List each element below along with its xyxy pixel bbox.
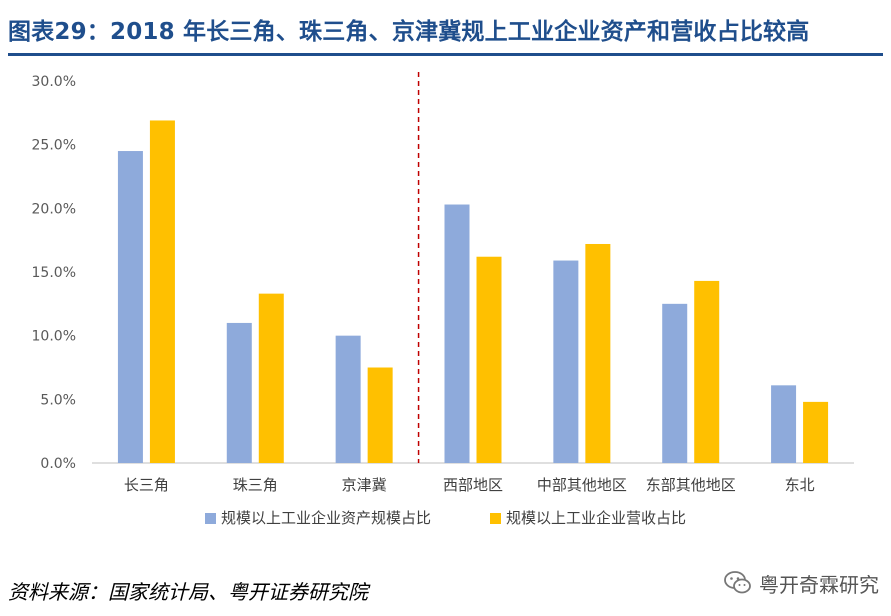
legend-swatch: [490, 513, 501, 524]
bar-revenue: [694, 280, 720, 463]
bar-assets: [553, 260, 579, 463]
bar-assets: [771, 385, 797, 463]
x-tick-label: 东北: [785, 476, 815, 494]
watermark-text: 粤开奇霖研究: [759, 572, 879, 597]
y-tick-label: 25.0%: [32, 138, 76, 154]
bar-revenue: [258, 293, 284, 463]
y-tick-label: 20.0%: [32, 201, 76, 217]
x-tick-label: 京津冀: [342, 476, 387, 494]
x-tick-label: 西部地区: [443, 476, 503, 494]
y-tick-label: 0.0%: [40, 456, 76, 472]
bar-revenue: [476, 256, 502, 463]
bar-assets: [226, 322, 252, 463]
x-tick-label: 东部其他地区: [646, 476, 736, 494]
chart-title: 图表29：2018 年长三角、珠三角、京津冀规上工业企业资产和营收占比较高: [8, 19, 810, 45]
legend-label: 规模以上工业企业营收占比: [506, 509, 686, 527]
bar-revenue: [367, 367, 393, 463]
y-tick-label: 15.0%: [32, 265, 76, 281]
y-tick-label: 30.0%: [32, 74, 76, 90]
x-tick-label: 中部其他地区: [537, 476, 627, 494]
bar-assets: [117, 151, 143, 463]
source-note: 资料来源：国家统计局、粤开证券研究院: [8, 580, 368, 604]
legend-swatch: [205, 513, 216, 524]
legend-label: 规模以上工业企业资产规模占比: [221, 509, 431, 527]
bar-chart: 0.0% 5.0% 10.0% 15.0% 20.0% 25.0% 30.0% 长三角 珠三角 京…: [32, 72, 854, 527]
wechat-icon: [724, 571, 751, 594]
x-tick-label: 珠三角: [233, 476, 278, 494]
watermark: 粤开奇霖研究: [723, 568, 879, 598]
bar-assets: [444, 204, 470, 463]
y-tick-label: 5.0%: [40, 392, 76, 408]
bar-assets: [662, 303, 688, 463]
y-tick-label: 10.0%: [32, 329, 76, 345]
bar-revenue: [149, 120, 175, 463]
bar-revenue: [585, 243, 611, 463]
title-underline: [8, 53, 883, 56]
x-tick-label: 长三角: [124, 476, 169, 494]
bar-assets: [335, 335, 361, 463]
bar-revenue: [803, 401, 829, 463]
